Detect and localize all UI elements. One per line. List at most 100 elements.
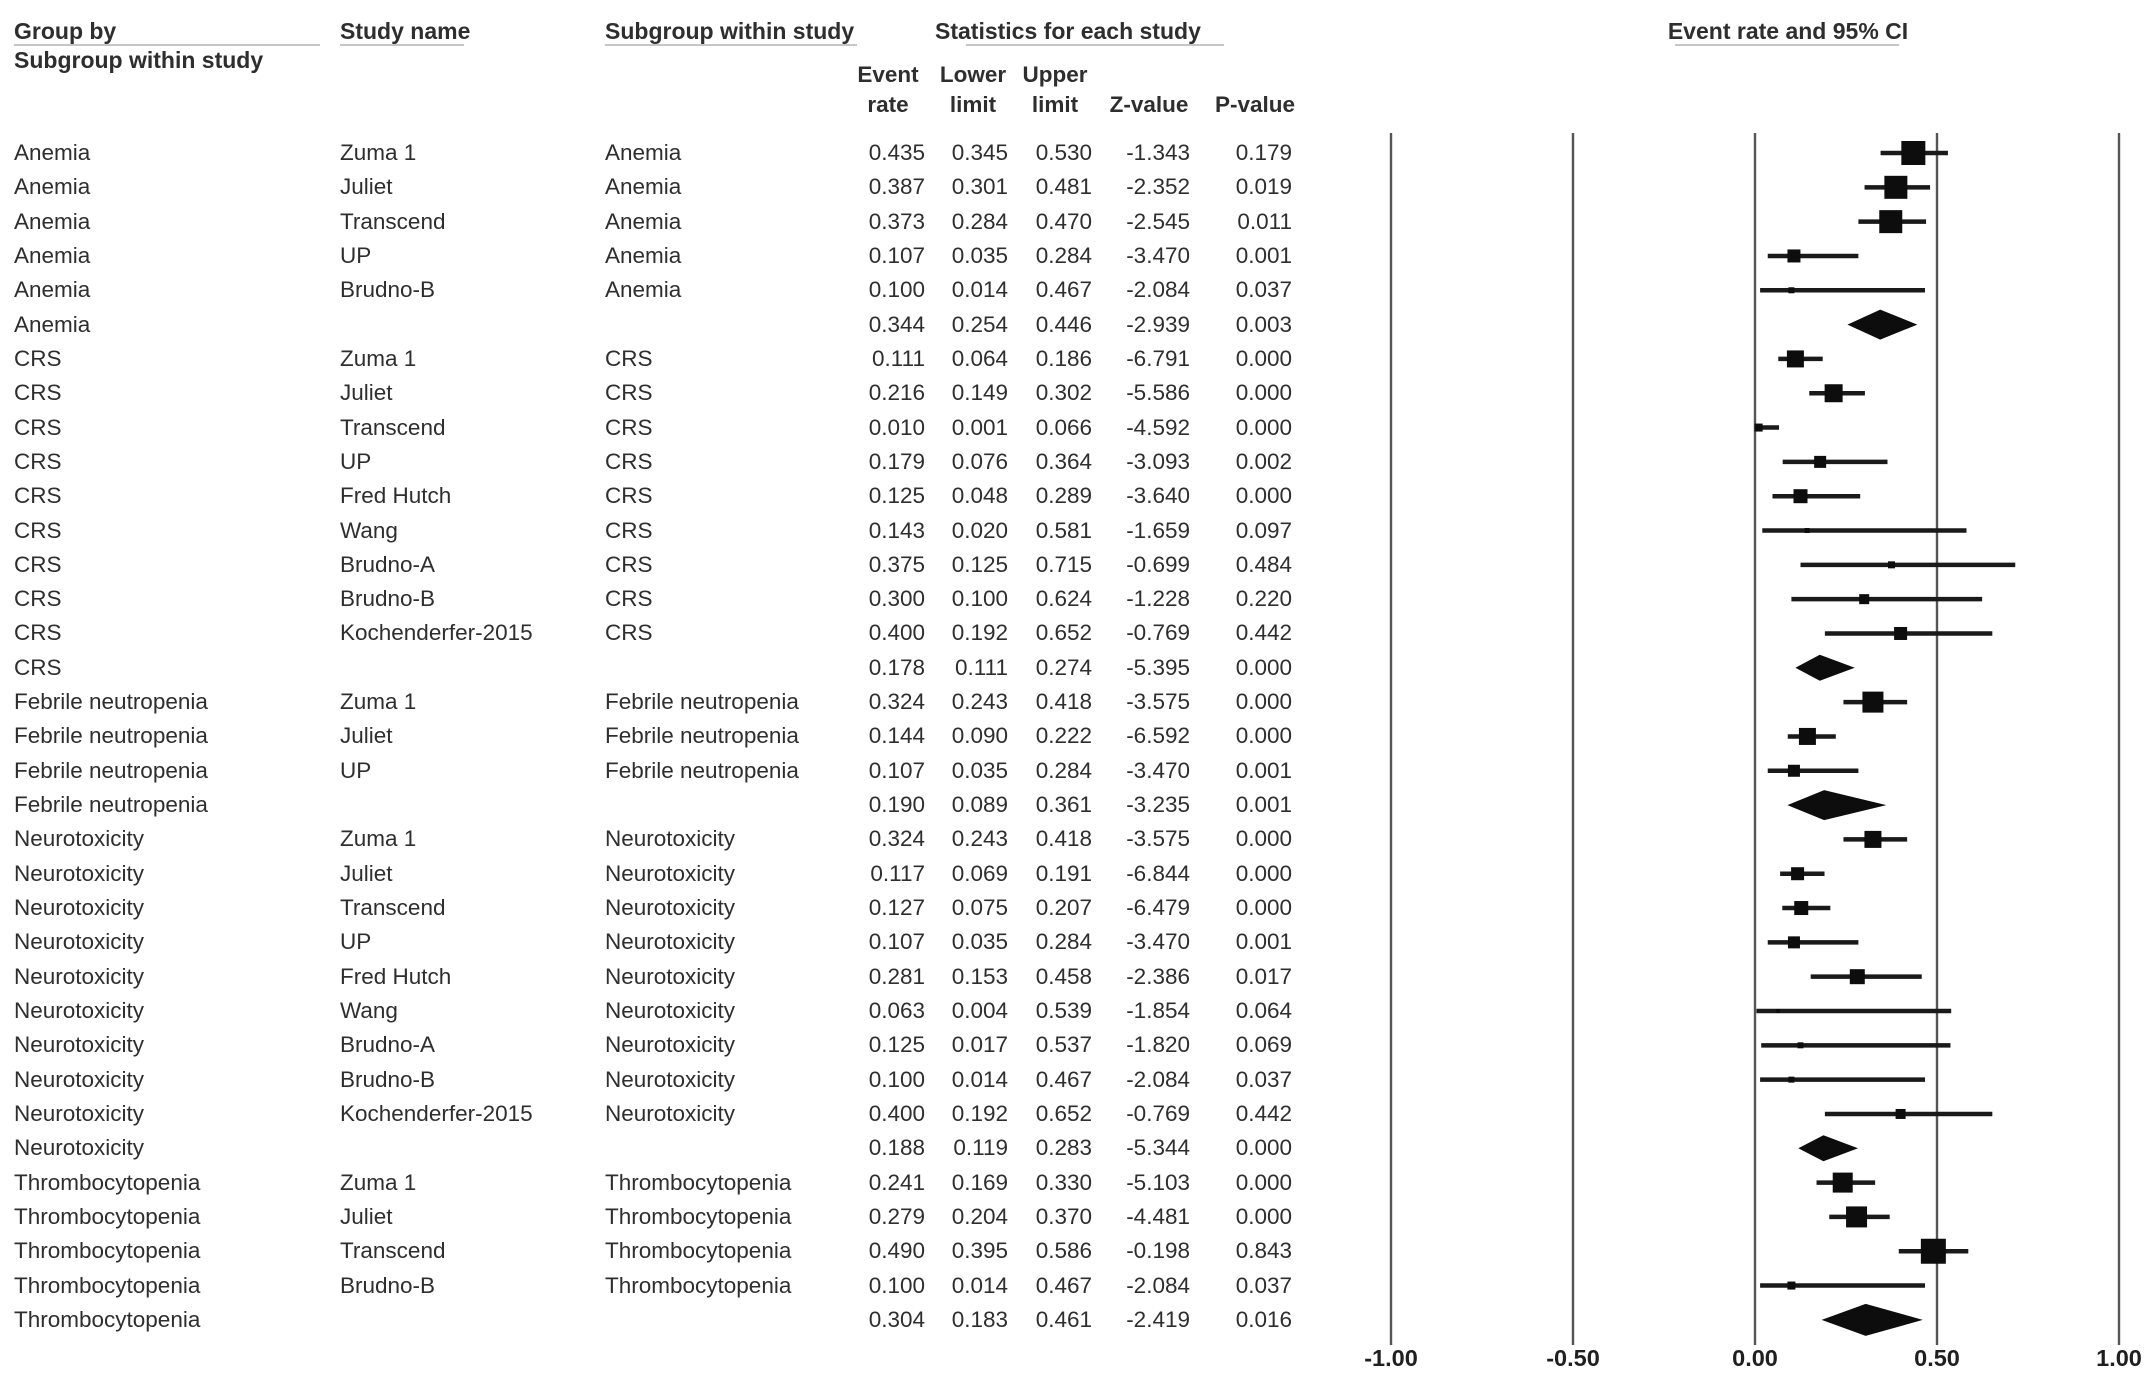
p-value-cell: 0.000 — [1235, 723, 1292, 749]
point-estimate-marker — [1787, 936, 1800, 949]
stat-column-header: P-value — [1214, 92, 1296, 117]
lower-limit-cell: 0.075 — [951, 895, 1008, 921]
subgroup-cell: Anemia — [605, 277, 682, 303]
upper-limit-cell: 0.364 — [1035, 448, 1092, 474]
table-row: Febrile neutropenia 0.190 0.089 0.361 -3.235… — [0, 788, 2150, 822]
event-rate-cell: 0.100 — [868, 1066, 925, 1092]
stat-column-header: limit — [949, 92, 997, 117]
event-rate-cell: 0.281 — [868, 963, 925, 989]
group-cell: Neurotoxicity — [14, 895, 145, 921]
study-cell: Juliet — [340, 174, 393, 200]
lower-limit-cell: 0.149 — [951, 380, 1008, 406]
point-estimate-marker — [1849, 969, 1865, 985]
table-row: CRS Kochenderfer-2015 CRS 0.400 0.192 0.652 -0… — [0, 616, 2150, 650]
subgroup-cell: CRS — [605, 414, 653, 440]
table-row: Neurotoxicity Brudno-A Neurotoxicity 0.125 0… — [0, 1028, 2150, 1062]
upper-limit-cell: 0.186 — [1035, 345, 1092, 371]
group-cell: Anemia — [14, 277, 91, 303]
study-cell: Transcend — [340, 895, 446, 921]
subgroup-cell: CRS — [605, 517, 653, 543]
lower-limit-cell: 0.020 — [951, 517, 1008, 543]
lower-limit-cell: 0.301 — [951, 174, 1008, 200]
z-value-cell: -3.575 — [1126, 826, 1190, 852]
study-cell: Zuma 1 — [340, 826, 417, 852]
event-rate-cell: 0.178 — [868, 654, 925, 680]
p-value-cell: 0.442 — [1235, 620, 1292, 646]
study-cell: Brudno-A — [340, 1032, 436, 1058]
lower-limit-cell: 0.064 — [951, 345, 1008, 371]
point-estimate-marker — [1794, 901, 1809, 916]
p-value-cell: 0.000 — [1235, 380, 1292, 406]
stat-column-header: Event — [857, 62, 919, 87]
subgroup-cell: Thrombocytopenia — [605, 1203, 792, 1229]
event-rate-cell: 0.117 — [870, 860, 925, 886]
upper-limit-cell: 0.222 — [1035, 723, 1092, 749]
p-value-cell: 0.000 — [1235, 483, 1292, 509]
z-value-cell: -2.352 — [1126, 174, 1190, 200]
table-row: CRS Fred Hutch CRS 0.125 0.048 0.289 -3.640 0.0… — [0, 479, 2150, 513]
subgroup-cell: Neurotoxicity — [605, 826, 736, 852]
subgroup-cell: CRS — [605, 345, 653, 371]
underline-plot-title — [1675, 44, 1899, 46]
table-row: Neurotoxicity 0.188 0.119 0.283 -5.344 0.000 — [0, 1131, 2150, 1165]
point-estimate-marker — [1787, 249, 1801, 263]
table-row: CRS UP CRS 0.179 0.076 0.364 -3.093 0.002 — [0, 445, 2150, 479]
table-row: Anemia Transcend Anemia 0.373 0.284 0.470 -2.5… — [0, 205, 2150, 239]
table-row: Neurotoxicity Zuma 1 Neurotoxicity 0.324 0.2… — [0, 822, 2150, 856]
point-estimate-marker — [1814, 455, 1827, 468]
p-value-cell: 0.843 — [1235, 1238, 1292, 1264]
upper-limit-cell: 0.284 — [1035, 929, 1092, 955]
p-value-cell: 0.003 — [1235, 311, 1292, 337]
table-row: Thrombocytopenia Transcend Thrombocytopeni… — [0, 1234, 2150, 1268]
event-rate-cell: 0.400 — [868, 1100, 925, 1126]
p-value-cell: 0.037 — [1235, 1066, 1292, 1092]
table-row: Neurotoxicity Wang Neurotoxicity 0.063 0.004… — [0, 994, 2150, 1028]
table-row: CRS Juliet CRS 0.216 0.149 0.302 -5.586 0.000 — [0, 376, 2150, 410]
subgroup-cell: Febrile neutropenia — [605, 689, 799, 715]
table-row: Febrile neutropenia Zuma 1 Febrile neutrop… — [0, 685, 2150, 719]
event-rate-cell: 0.125 — [868, 483, 925, 509]
table-row: CRS Wang CRS 0.143 0.020 0.581 -1.659 0.097 — [0, 514, 2150, 548]
group-cell: Neurotoxicity — [14, 1135, 145, 1161]
group-cell: Neurotoxicity — [14, 929, 145, 955]
point-estimate-marker — [1788, 287, 1795, 294]
subgroup-cell: Neurotoxicity — [605, 1100, 736, 1126]
subgroup-cell: Thrombocytopenia — [605, 1238, 792, 1264]
upper-limit-cell: 0.330 — [1035, 1169, 1092, 1195]
p-value-cell: 0.037 — [1235, 277, 1292, 303]
study-cell: Wang — [340, 998, 398, 1023]
upper-limit-cell: 0.537 — [1035, 1032, 1092, 1058]
point-estimate-marker — [1846, 1206, 1868, 1228]
upper-limit-cell: 0.458 — [1035, 963, 1092, 989]
subgroup-cell: Febrile neutropenia — [605, 723, 799, 749]
lower-limit-cell: 0.076 — [951, 448, 1008, 474]
group-cell: Thrombocytopenia — [14, 1272, 201, 1298]
group-cell: Febrile neutropenia — [14, 757, 208, 783]
header-group-by-line2: Subgroup within study — [14, 47, 264, 73]
group-cell: Febrile neutropenia — [14, 689, 208, 715]
underline-subgroup — [605, 44, 857, 46]
group-cell: Neurotoxicity — [14, 1066, 145, 1092]
table-row: Febrile neutropenia UP Febrile neutropenia… — [0, 754, 2150, 788]
lower-limit-cell: 0.243 — [951, 826, 1008, 852]
subgroup-cell: Anemia — [605, 208, 682, 234]
subgroup-cell: Neurotoxicity — [605, 929, 736, 955]
lower-limit-cell: 0.254 — [951, 311, 1008, 337]
upper-limit-cell: 0.530 — [1035, 140, 1092, 165]
underline-statistics — [966, 44, 1224, 46]
group-cell: Thrombocytopenia — [14, 1306, 201, 1332]
z-value-cell: -1.659 — [1126, 517, 1190, 543]
z-value-cell: -3.470 — [1126, 757, 1190, 783]
upper-limit-cell: 0.302 — [1035, 380, 1092, 406]
subgroup-cell: Anemia — [605, 242, 682, 268]
point-estimate-marker — [1793, 489, 1808, 504]
upper-limit-cell: 0.370 — [1035, 1203, 1092, 1229]
axis-tick-label: -0.50 — [1546, 1345, 1600, 1371]
subgroup-cell: CRS — [605, 586, 653, 612]
study-cell: Wang — [340, 517, 398, 543]
table-row: CRS Zuma 1 CRS 0.111 0.064 0.186 -6.791 0.000 — [0, 342, 2150, 376]
subgroup-cell: CRS — [605, 551, 653, 577]
upper-limit-cell: 0.446 — [1035, 311, 1092, 337]
z-value-cell: -3.093 — [1126, 448, 1190, 474]
table-row: Thrombocytopenia Juliet Thrombocytopenia 0.… — [0, 1200, 2150, 1234]
